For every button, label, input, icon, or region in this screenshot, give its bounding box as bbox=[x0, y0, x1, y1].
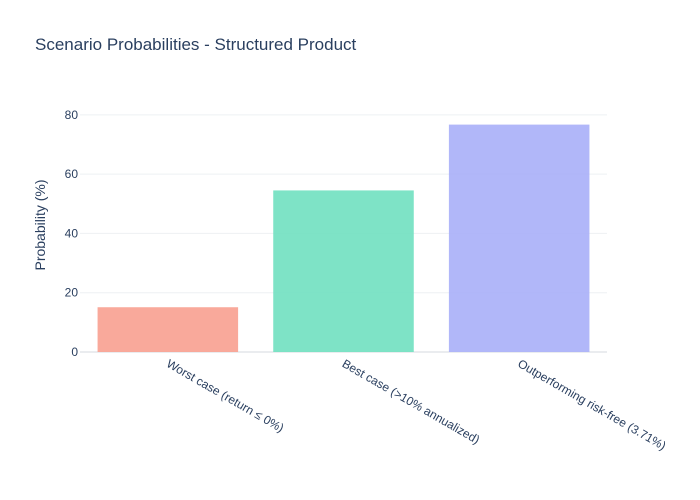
y-tick-label: 80 bbox=[65, 108, 79, 122]
x-tick-label: Outperforming risk-free (3.71%) bbox=[515, 356, 668, 452]
x-tick-labels: Worst case (return ≤ 0%) Best case (>10% … bbox=[164, 356, 668, 452]
bar-1[interactable] bbox=[273, 190, 414, 352]
bar-2[interactable] bbox=[448, 124, 590, 352]
y-axis-label: Probability (%) bbox=[32, 179, 48, 270]
x-tick-label: Worst case (return ≤ 0%) bbox=[164, 356, 286, 435]
bar-series bbox=[97, 124, 590, 352]
bar-0[interactable] bbox=[97, 307, 239, 352]
x-tick-label: Best case (>10% annualized) bbox=[340, 356, 482, 446]
chart-title: Scenario Probabilities - Structured Prod… bbox=[35, 35, 357, 54]
y-tick-label: 20 bbox=[65, 286, 79, 300]
y-tick-label: 60 bbox=[65, 167, 79, 181]
y-tick-labels: 0 20 40 60 80 bbox=[65, 108, 79, 359]
y-tick-label: 40 bbox=[65, 226, 79, 240]
y-tick-label: 0 bbox=[71, 345, 78, 359]
